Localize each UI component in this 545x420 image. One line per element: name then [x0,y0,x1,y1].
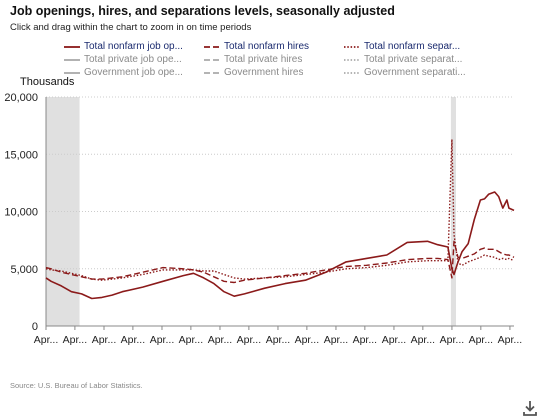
legend-label: Government job ope... [84,67,183,78]
legend-row: Government job ope... Government hires Gov… [64,66,484,79]
x-tick-label: Apr... [353,334,378,346]
line-chart[interactable]: 0 5,000 10,000 15,000 20,000 Apr... Apr... Apr.… [0,86,545,356]
x-tick-label: Apr... [324,334,349,346]
legend-label: Government hires [224,67,304,78]
legend-swatch [344,58,360,61]
legend-item[interactable]: Total private separat... [344,54,484,65]
y-tick-label: 15,000 [4,149,38,161]
legend-swatch [204,45,220,48]
series-line [45,138,515,281]
legend-swatch [204,58,220,61]
legend-swatch [344,71,360,74]
x-tick-label: Apr... [382,334,407,346]
legend-row: Total private job ope... Total private hi… [64,53,484,66]
download-icon[interactable] [523,400,537,416]
legend-label: Total private separat... [364,54,463,65]
legend-swatch [64,45,80,48]
x-tick-label: Apr... [295,334,320,346]
x-tick-label: Apr... [179,334,204,346]
y-tick-label: 0 [32,321,38,333]
x-tick-label: Apr... [498,334,523,346]
x-tick-label: Apr... [266,334,291,346]
chart-subtitle: Click and drag within the chart to zoom … [10,22,252,33]
legend-label: Government separati... [364,67,466,78]
x-tick-label: Apr... [63,334,88,346]
legend-swatch [204,71,220,74]
x-tick-label: Apr... [469,334,494,346]
series-line [45,240,515,284]
x-tick-label: Apr... [237,334,262,346]
legend-swatch [64,58,80,61]
y-tick-label: 10,000 [4,207,38,219]
x-tick-label: Apr... [208,334,233,346]
x-tick-label: Apr... [121,334,146,346]
legend-item[interactable]: Total nonfarm separ... [344,41,484,52]
y-tick-label: 5,000 [10,264,38,276]
source-note: Source: U.S. Bureau of Labor Statistics. [10,381,143,390]
y-axis-unit-label: Thousands [20,76,75,88]
legend-item[interactable]: Total nonfarm job op... [64,41,204,52]
recession-shading [450,97,457,326]
legend-label: Total private hires [224,54,303,65]
legend-swatch [344,45,360,48]
x-tick-label: Apr... [34,334,59,346]
x-tick-label: Apr... [150,334,175,346]
legend-row: Total nonfarm job op... Total nonfarm hir… [64,40,484,53]
legend: Total nonfarm job op... Total nonfarm hir… [64,40,484,79]
legend-label: Total nonfarm job op... [84,41,183,52]
legend-item[interactable]: Total private hires [204,54,344,65]
legend-item[interactable]: Government separati... [344,67,484,78]
legend-label: Total nonfarm hires [224,41,310,52]
x-tick-label: Apr... [411,334,436,346]
legend-label: Total private job ope... [84,54,182,65]
legend-swatch [64,71,80,74]
legend-item[interactable]: Total nonfarm hires [204,41,344,52]
legend-item[interactable]: Government hires [204,67,344,78]
chart-title: Job openings, hires, and separations lev… [10,4,395,18]
x-tick-label: Apr... [440,334,465,346]
legend-label: Total nonfarm separ... [364,41,461,52]
series-line [45,191,515,300]
x-tick-label: Apr... [92,334,117,346]
legend-item[interactable]: Total private job ope... [64,54,204,65]
y-tick-label: 20,000 [4,92,38,104]
legend-item[interactable]: Government job ope... [64,67,204,78]
